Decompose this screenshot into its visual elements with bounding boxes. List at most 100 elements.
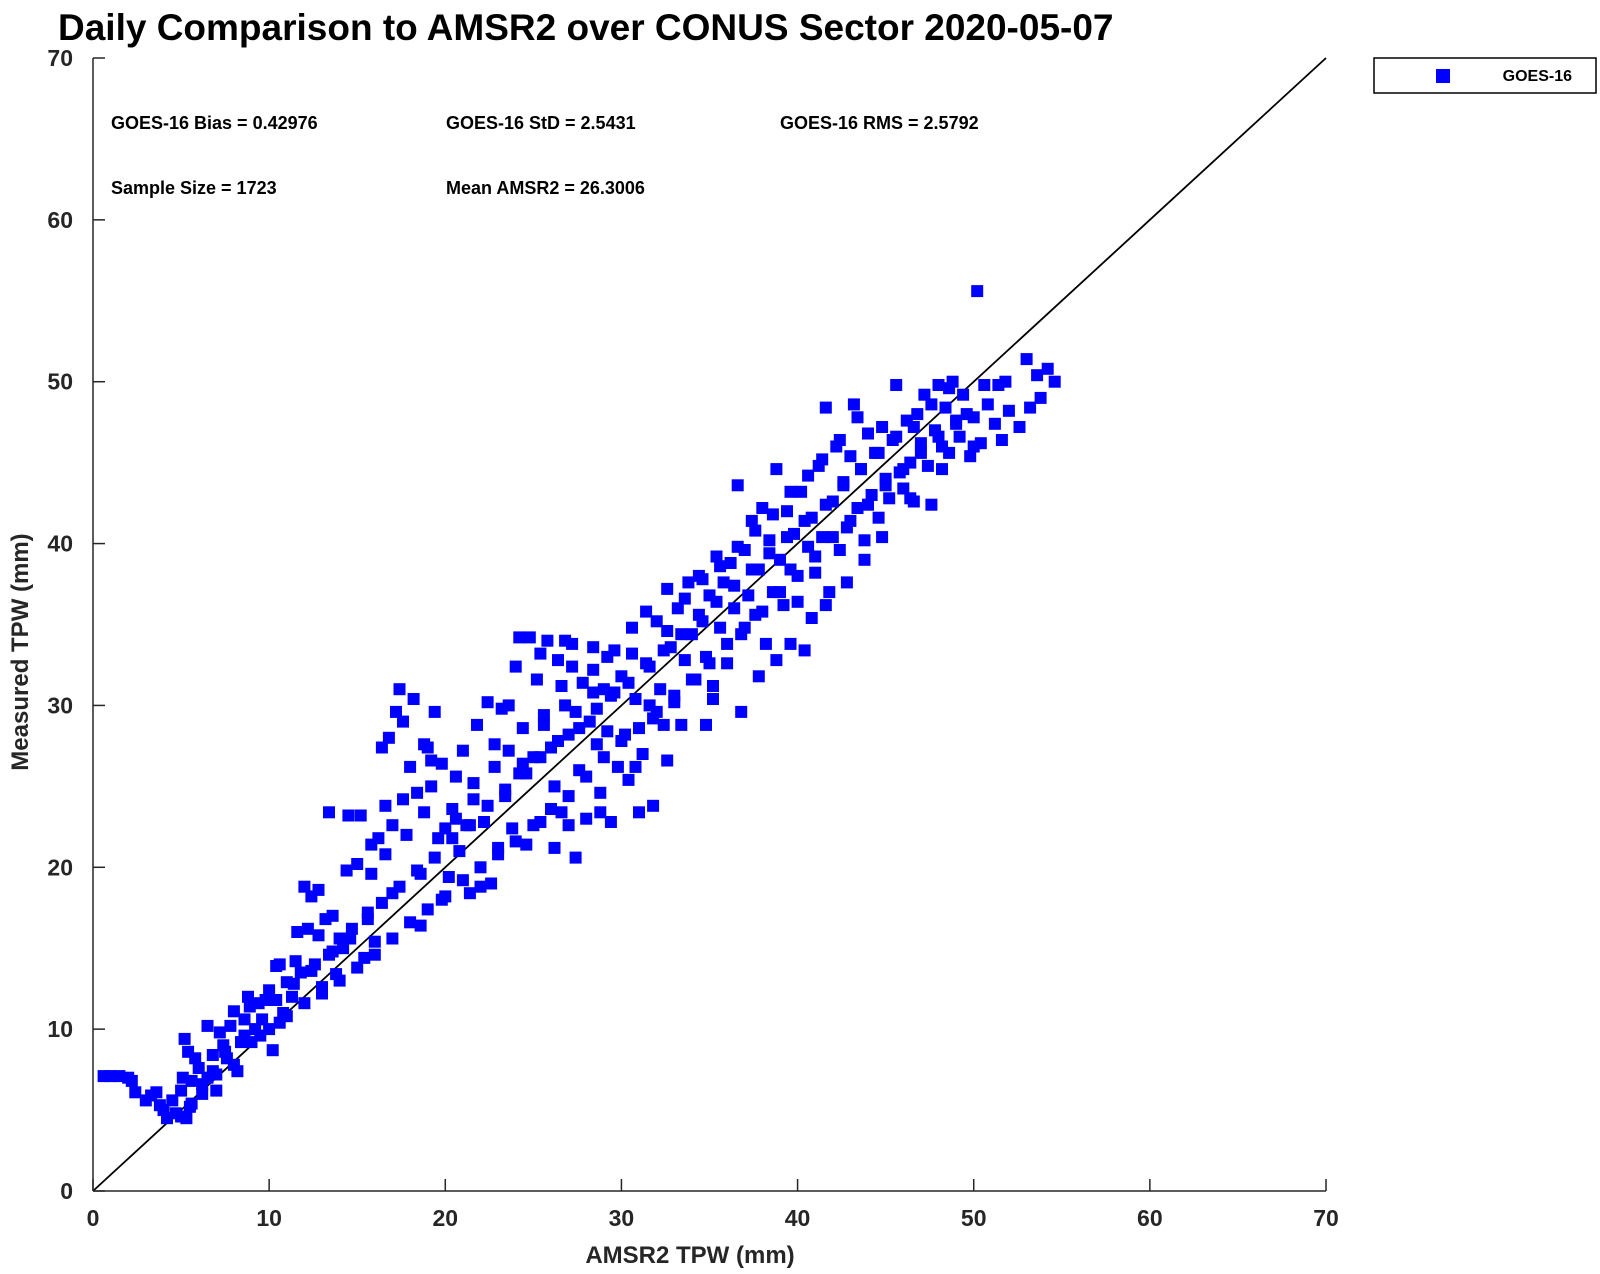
data-point — [675, 628, 688, 641]
data-point — [520, 767, 533, 780]
data-point — [587, 686, 600, 699]
data-point — [756, 605, 769, 618]
data-point — [499, 783, 512, 796]
data-point — [847, 398, 860, 411]
data-point — [273, 958, 286, 971]
data-point — [1041, 362, 1054, 375]
data-point — [192, 1062, 205, 1074]
data-point — [925, 398, 938, 411]
legend-marker-square — [1436, 69, 1450, 83]
data-point — [647, 799, 660, 812]
data-point — [640, 657, 653, 670]
data-point — [809, 566, 822, 579]
data-point — [774, 553, 786, 566]
data-point — [668, 689, 681, 702]
data-point — [580, 770, 593, 783]
data-point — [967, 411, 980, 424]
data-point — [735, 705, 748, 718]
data-point — [449, 812, 462, 825]
data-point — [562, 790, 575, 803]
data-point — [213, 1026, 226, 1039]
x-tick-labels: 0 10 20 30 40 50 60 70 — [87, 1205, 1339, 1231]
data-point — [988, 417, 1001, 430]
data-point — [682, 576, 695, 589]
data-point — [897, 463, 910, 476]
data-point — [943, 446, 956, 459]
data-point — [710, 550, 723, 563]
data-point — [358, 951, 371, 964]
data-point — [206, 1065, 219, 1078]
x-tick-label: 10 — [256, 1205, 282, 1231]
data-point — [1031, 369, 1044, 382]
data-point — [692, 608, 705, 621]
data-point — [633, 722, 645, 735]
data-point — [932, 430, 945, 443]
data-point — [467, 793, 480, 806]
data-point — [414, 867, 427, 880]
data-point — [851, 411, 864, 424]
rms-annotation: GOES-16 RMS = 2.5792 — [780, 113, 979, 133]
data-point — [286, 990, 298, 1003]
data-point — [576, 676, 589, 689]
data-point — [390, 705, 402, 718]
data-point — [791, 595, 804, 608]
data-point — [675, 718, 688, 731]
data-point — [590, 702, 603, 715]
data-point — [291, 926, 304, 938]
data-point — [340, 864, 353, 877]
data-point — [650, 615, 663, 628]
data-point — [425, 754, 438, 767]
data-point — [999, 375, 1012, 388]
data-point — [714, 621, 727, 634]
legend: GOES-16 — [1373, 57, 1597, 94]
data-point — [781, 531, 793, 544]
data-point — [678, 654, 691, 667]
data-point — [365, 867, 378, 880]
data-point — [995, 434, 1008, 446]
data-point — [562, 728, 575, 741]
y-tick-label: 40 — [47, 531, 73, 557]
data-point — [587, 663, 600, 676]
data-point — [569, 705, 582, 718]
data-point — [626, 647, 638, 660]
data-point — [206, 1049, 219, 1061]
data-point — [890, 430, 903, 443]
data-point — [650, 705, 663, 718]
data-point — [728, 602, 741, 615]
data-point — [351, 961, 364, 974]
data-point — [833, 434, 846, 446]
data-point — [964, 450, 977, 463]
data-point — [404, 760, 417, 773]
data-point — [921, 459, 934, 472]
data-point — [774, 586, 786, 599]
data-point — [844, 450, 857, 463]
data-point — [474, 880, 487, 893]
data-point — [661, 582, 674, 595]
data-point — [950, 414, 963, 427]
data-point — [872, 446, 885, 459]
x-tick-label: 50 — [961, 1205, 987, 1231]
data-point — [210, 1084, 223, 1097]
data-point — [795, 485, 808, 498]
data-point — [411, 786, 424, 799]
data-point — [481, 799, 494, 812]
data-point — [953, 430, 966, 443]
data-point — [957, 388, 970, 401]
data-point — [516, 757, 529, 770]
data-point — [731, 540, 744, 553]
data-point — [379, 848, 392, 861]
data-point — [368, 935, 381, 948]
data-point — [365, 838, 378, 851]
data-point — [530, 673, 543, 686]
data-point — [770, 463, 783, 476]
data-point — [534, 751, 547, 764]
data-point — [252, 997, 265, 1010]
data-point — [266, 1044, 279, 1057]
data-point — [851, 502, 864, 514]
data-point — [238, 1013, 251, 1026]
data-point — [707, 693, 719, 705]
data-point — [217, 1039, 230, 1052]
data-point — [1024, 401, 1037, 414]
data-point — [333, 974, 346, 987]
data-point — [273, 1016, 286, 1029]
